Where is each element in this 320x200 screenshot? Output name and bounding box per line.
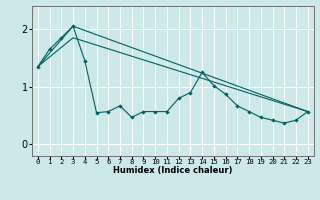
X-axis label: Humidex (Indice chaleur): Humidex (Indice chaleur) — [113, 166, 233, 175]
